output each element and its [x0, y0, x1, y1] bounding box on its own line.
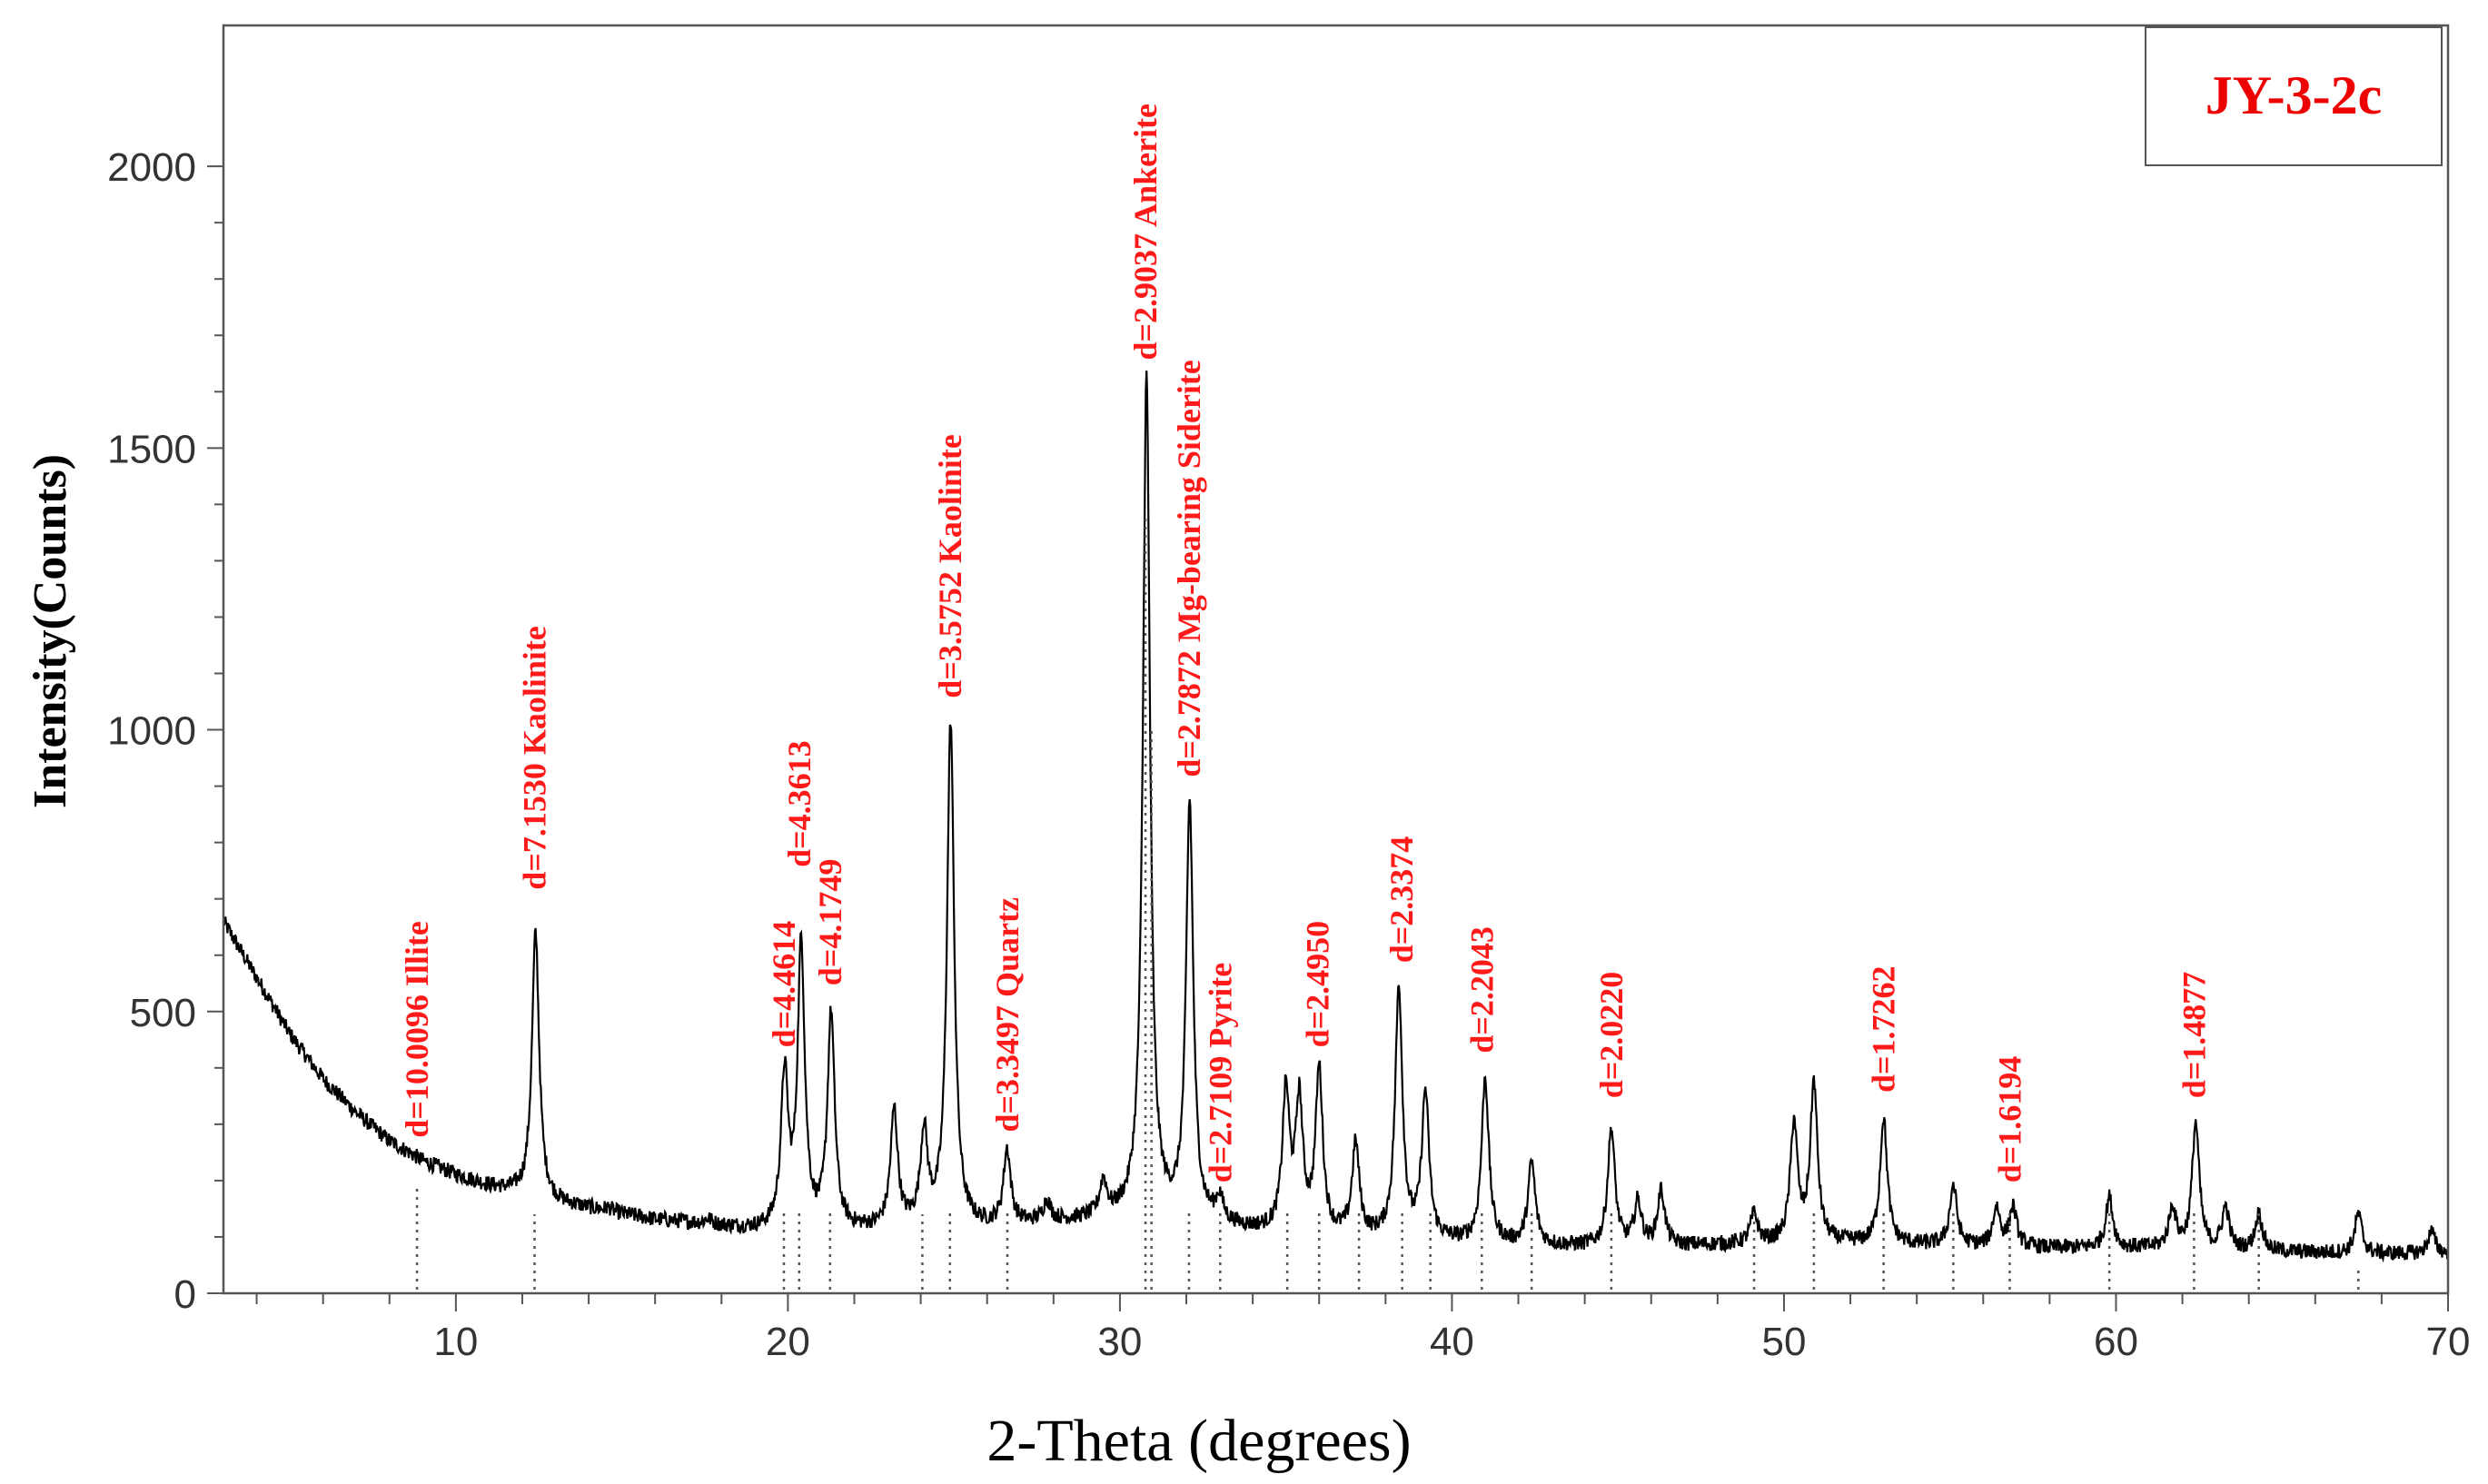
y-tick-label: 0 — [174, 1272, 196, 1317]
x-tick-label: 40 — [1430, 1320, 1474, 1364]
peak-label: d=2.3374 — [1383, 836, 1420, 964]
peak-label: d=4.4614 — [766, 921, 802, 1048]
peak-label: d=1.4877 — [2176, 972, 2212, 1099]
sample-label-box: JY-3-2c — [2145, 26, 2443, 166]
sample-label-frame — [2145, 26, 2443, 166]
peak-label: d=1.7262 — [1866, 965, 1902, 1093]
y-tick-label: 1000 — [107, 709, 196, 754]
peak-label: d=3.3497 Quartz — [989, 897, 1026, 1133]
y-axis-title: Intensity(Counts) — [25, 454, 76, 808]
x-tick-label: 50 — [1761, 1320, 1806, 1364]
peak-label: d=2.0220 — [1593, 972, 1630, 1099]
x-axis-title: 2-Theta (degrees) — [986, 1408, 1411, 1474]
x-tick-label: 10 — [433, 1320, 478, 1364]
peak-label: d=3.5752 Kaolinite — [932, 434, 968, 698]
x-tick-label: 70 — [2426, 1320, 2471, 1364]
peak-label: d=7.1530 Kaolinite — [517, 626, 553, 890]
peak-label: d=2.7872 Mg-bearing Siderite — [1171, 360, 1207, 777]
peak-annotations: d=10.0096 Illite d=7.1530 Kaolinite d=4.46… — [399, 104, 2212, 1182]
x-tick-label: 20 — [766, 1320, 810, 1364]
peak-label: d=2.4950 — [1299, 921, 1335, 1048]
peak-label: d=4.3613 — [781, 740, 818, 867]
peak-label: d=4.1749 — [812, 859, 848, 986]
y-tick-label: 2000 — [107, 145, 196, 190]
peak-label: d=10.0096 Illite — [399, 921, 435, 1138]
sample-label: JY-3-2c — [2205, 65, 2382, 125]
peak-label: d=2.7109 Pyrite — [1202, 963, 1238, 1182]
reference-lines — [415, 515, 2360, 1290]
y-tick-label: 500 — [130, 991, 196, 1035]
diffraction-trace — [222, 371, 2450, 1263]
peak-label: d=1.6194 — [1992, 1056, 2028, 1183]
y-tick-label: 1500 — [107, 427, 196, 471]
x-tick-label: 30 — [1097, 1320, 1142, 1364]
plot-frame — [222, 24, 2450, 1295]
x-tick-label: 60 — [2094, 1320, 2138, 1364]
peak-label: d=2.2043 — [1463, 926, 1500, 1054]
axes: 10 20 30 40 50 60 70 0 500 1000 1500 2000 — [107, 24, 2471, 1364]
peak-label: d=2.9037 Ankerite — [1127, 104, 1164, 361]
diffraction-pattern — [222, 371, 2450, 1263]
